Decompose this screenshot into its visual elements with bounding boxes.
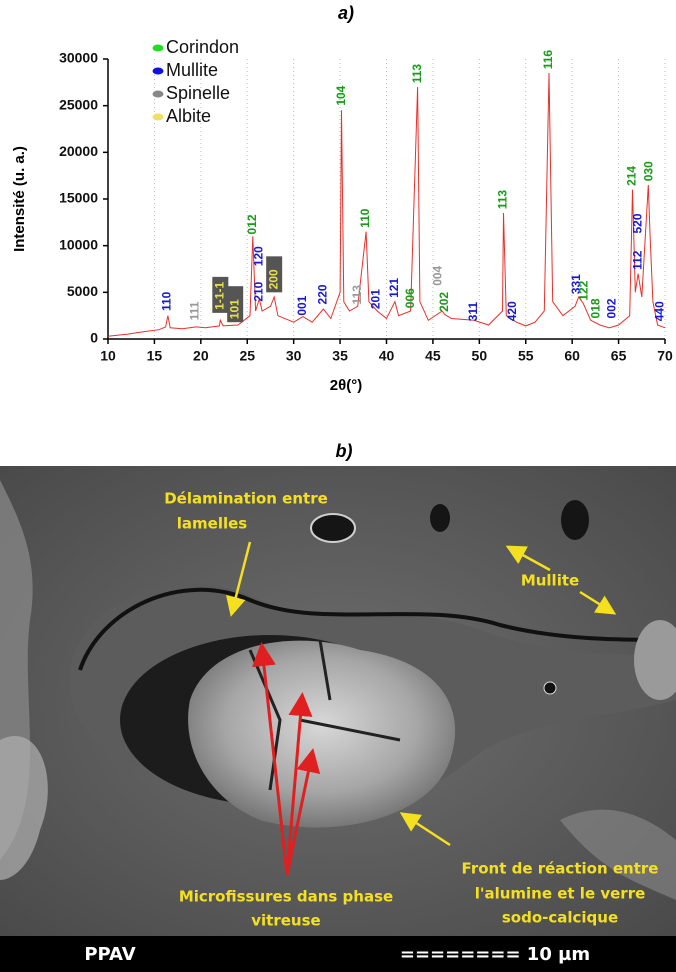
- label-box: [227, 286, 244, 323]
- peak-label: 110: [358, 208, 372, 228]
- legend-marker: [151, 89, 165, 99]
- panel-label: b): [336, 441, 353, 461]
- label-box: [266, 256, 283, 293]
- label-box: [212, 276, 229, 313]
- x-tick-label: 45: [425, 348, 441, 364]
- peak-label: 012: [245, 214, 259, 234]
- x-tick-label: 25: [239, 348, 255, 364]
- peak-label: 113: [350, 285, 364, 305]
- x-tick-label: 10: [100, 348, 116, 364]
- y-tick-label: 0: [90, 330, 98, 346]
- y-tick-label: 25000: [59, 96, 98, 112]
- peak-label: 001: [295, 295, 309, 315]
- annotation: Microfissures dans phase: [179, 888, 393, 906]
- peak-label: 120: [251, 246, 265, 266]
- peak-label: 111: [187, 301, 201, 320]
- x-tick-label: 30: [286, 348, 302, 364]
- peak-label: 214: [625, 166, 639, 186]
- peak-label: 104: [334, 85, 348, 105]
- x-axis-label: 2θ(°): [330, 377, 362, 394]
- legend-marker: [151, 43, 165, 53]
- scale-bar: ======== 10 µm: [400, 944, 590, 965]
- x-tick-label: 35: [332, 348, 348, 364]
- legend-label: Corindon: [166, 37, 239, 57]
- annotation: Front de réaction entre: [462, 860, 659, 878]
- x-tick-label: 20: [193, 348, 209, 364]
- x-tick-label: 60: [564, 348, 580, 364]
- x-tick-label: 55: [518, 348, 534, 364]
- peak-label: 201: [368, 289, 382, 309]
- y-tick-label: 15000: [59, 190, 98, 206]
- y-axis-label: Intensité (u. a.): [11, 146, 28, 252]
- peak-label: 110: [160, 291, 174, 311]
- x-tick-label: 40: [379, 348, 395, 364]
- chart-title: a): [338, 3, 354, 23]
- legend-label: Mullite: [166, 60, 218, 80]
- peak-label: 220: [316, 284, 330, 304]
- annotation: sodo-calcique: [502, 909, 618, 927]
- x-tick-label: 50: [472, 348, 488, 364]
- peak-label: 122: [576, 280, 590, 300]
- annotation: Mullite: [521, 572, 579, 590]
- peak-label: 520: [630, 213, 644, 233]
- peak-label: 113: [410, 64, 424, 84]
- x-tick-label: 65: [611, 348, 627, 364]
- peak-label: 018: [588, 298, 602, 318]
- peak-label: 112: [630, 250, 644, 270]
- y-tick-label: 30000: [59, 50, 98, 66]
- peak-label: 002: [604, 298, 618, 318]
- sem-arrows: [226, 541, 617, 876]
- y-tick-label: 20000: [59, 143, 98, 159]
- peak-label: 030: [641, 161, 655, 181]
- peak-label: 210: [251, 281, 265, 301]
- legend-label: Albite: [166, 106, 211, 126]
- annotation: Délamination entre: [164, 490, 328, 508]
- peak-label: 113: [496, 190, 510, 210]
- peak-label: 202: [437, 292, 451, 312]
- peak-label: 004: [431, 265, 445, 285]
- peak-label: 116: [541, 50, 555, 70]
- peak-label: 200: [266, 269, 280, 289]
- legend-label: Spinelle: [166, 83, 230, 103]
- peak-label: 311: [466, 302, 480, 322]
- legend-marker: [151, 112, 165, 122]
- annotation: vitreuse: [251, 912, 320, 930]
- legend-marker: [151, 66, 165, 76]
- sample-name: PPAV: [84, 944, 135, 965]
- x-tick-label: 15: [147, 348, 163, 364]
- annotation: lamelles: [177, 515, 248, 533]
- plot: 10 15 20 25 30 35 40 45 50 55 60 65 7005000100001500…: [59, 37, 673, 364]
- peak-label: 1-1-1: [213, 282, 227, 310]
- peak-label: 006: [403, 288, 417, 308]
- peak-label: 121: [387, 278, 401, 298]
- y-tick-label: 5000: [67, 283, 98, 299]
- x-tick-label: 70: [657, 348, 673, 364]
- y-tick-label: 10000: [59, 236, 98, 252]
- info-bar: [0, 936, 676, 972]
- annotation: l'alumine et le verre: [475, 885, 646, 903]
- data-line: [107, 72, 666, 337]
- peak-label: 331: [569, 274, 583, 294]
- peak-label: 420: [505, 301, 519, 321]
- peak-label: 101: [227, 299, 241, 319]
- peak-label: 440: [653, 301, 667, 321]
